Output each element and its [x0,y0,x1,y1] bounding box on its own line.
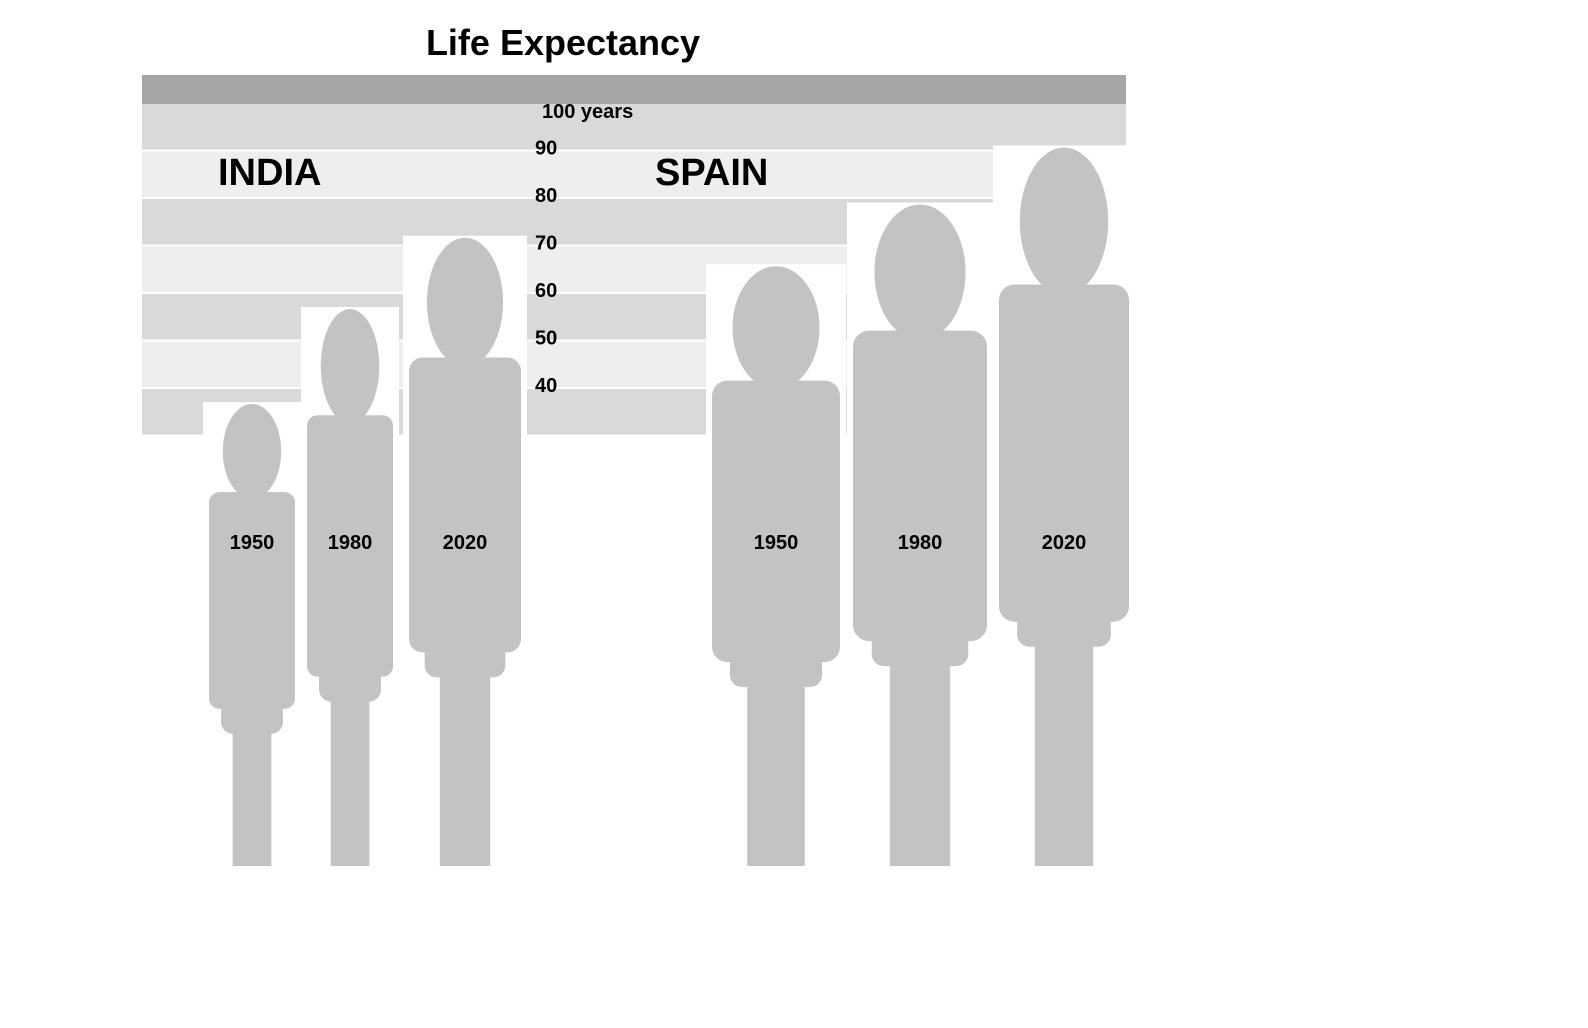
figure-torso [853,330,987,642]
figure-legs [439,652,491,866]
year-label: 2020 [443,532,488,554]
figure-head [222,404,282,499]
person-figure [209,404,295,866]
y-tick-label: 90 [535,138,557,160]
y-tick-label: 80 [535,185,557,207]
y-tick-label: 60 [535,280,557,302]
y-tick-label: 40 [535,375,557,397]
person-figure [853,204,987,866]
person-figures [209,147,1129,866]
figure-torso [712,380,840,663]
y-tick-label: 50 [535,328,557,350]
figure-head [320,309,380,424]
figure-head [1019,147,1109,295]
figure-torso [209,492,295,709]
figure-legs [747,662,805,866]
year-labels: 1950 1980 2020 1950 1980 2020 [230,532,1087,554]
year-label: 1980 [898,532,943,554]
year-label: 1950 [754,532,799,554]
y-tick-label: 70 [535,233,557,255]
y-tick-labels: 90 80 70 60 50 40 [535,138,557,398]
figure-head [874,204,966,341]
group-label-india: INDIA [218,152,321,194]
grid-band [142,104,1126,150]
grid-band [142,151,1126,197]
person-figure [999,147,1129,866]
figure-torso [409,357,521,653]
person-figure [307,309,393,866]
figure-torso [999,284,1129,622]
figure-head [732,266,820,390]
person-figure [409,237,521,866]
group-label-spain: SPAIN [655,152,768,194]
person-figure [712,266,840,866]
year-label: 1950 [230,532,275,554]
figure-legs [330,676,370,866]
figure-torso [307,415,393,677]
figure-legs [232,708,272,866]
figure-head [426,237,504,367]
chart-title: Life Expectancy [426,22,700,63]
year-label: 2020 [1042,532,1087,554]
y-unit-label: 100 years [542,101,633,123]
year-label: 1980 [328,532,373,554]
figure-legs [889,641,951,866]
figure-legs [1034,621,1094,866]
